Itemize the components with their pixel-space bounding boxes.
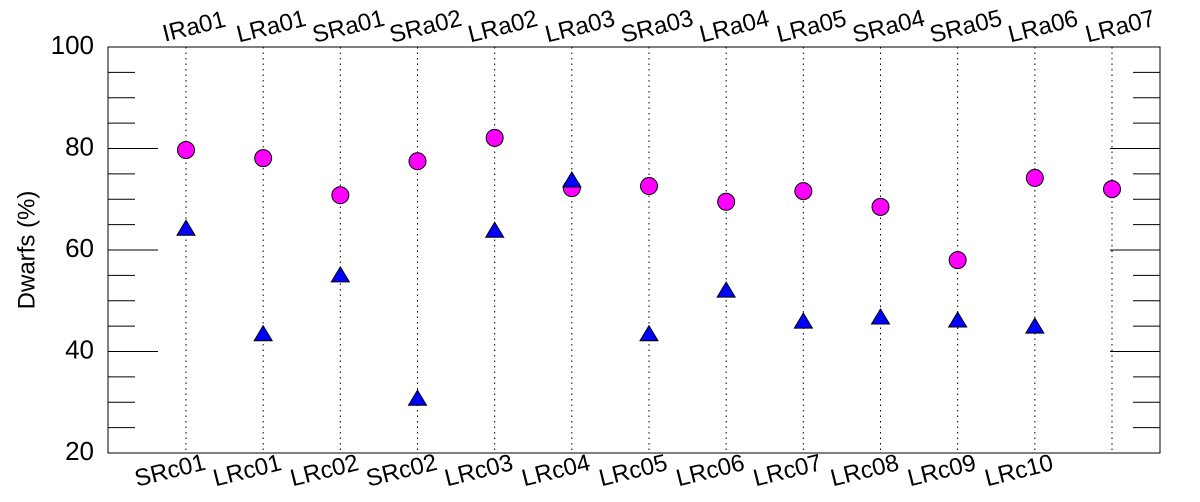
x-tick-label: LRc06 bbox=[673, 449, 747, 492]
x-tick-label: LRc05 bbox=[596, 449, 670, 492]
point bbox=[717, 192, 736, 211]
point bbox=[177, 141, 195, 160]
point bbox=[948, 251, 967, 270]
x-tick-label: LRc08 bbox=[828, 449, 902, 492]
point bbox=[793, 312, 814, 329]
point bbox=[871, 197, 890, 216]
point bbox=[870, 308, 891, 325]
x-tick-label: LRc09 bbox=[905, 449, 979, 492]
x-tick-label: LRc03 bbox=[442, 449, 516, 492]
x-tick-label: LRc07 bbox=[751, 449, 825, 492]
top-tick-label: IRa01 bbox=[160, 6, 229, 48]
point bbox=[794, 182, 813, 201]
y-tick-label: 80 bbox=[65, 131, 94, 161]
y-tick-label: 60 bbox=[65, 233, 94, 263]
point bbox=[253, 324, 274, 342]
point bbox=[254, 149, 273, 168]
top-tick-label: LRa05 bbox=[774, 5, 849, 48]
y-tick-label: 100 bbox=[51, 30, 94, 60]
top-tick-label: SRa05 bbox=[927, 5, 1005, 49]
point bbox=[176, 219, 196, 236]
top-tick-label: LRa04 bbox=[697, 5, 772, 48]
x-tick-label: LRc04 bbox=[519, 449, 593, 492]
top-tick-label: LRa07 bbox=[1083, 5, 1158, 48]
point bbox=[640, 177, 658, 196]
point bbox=[639, 324, 659, 342]
point bbox=[1024, 317, 1045, 334]
top-tick-label: LRa03 bbox=[542, 5, 617, 48]
top-tick-label: SRa03 bbox=[618, 5, 696, 49]
point bbox=[947, 311, 968, 328]
top-tick-label: LRa06 bbox=[1005, 5, 1080, 48]
point bbox=[485, 128, 504, 147]
point bbox=[484, 221, 505, 238]
y-tick-label: 40 bbox=[65, 334, 94, 364]
point bbox=[1025, 168, 1044, 187]
x-tick-label: SRc02 bbox=[363, 449, 439, 493]
point bbox=[407, 389, 428, 406]
top-tick-label: LRa02 bbox=[465, 5, 540, 48]
top-tick-label: LRa01 bbox=[234, 5, 309, 48]
point bbox=[408, 152, 427, 171]
top-tick-label: SRa04 bbox=[850, 5, 928, 49]
x-tick-label: LRc10 bbox=[982, 449, 1056, 492]
point bbox=[330, 265, 351, 283]
top-tick-label: SRa02 bbox=[387, 5, 465, 49]
point bbox=[716, 281, 737, 298]
top-tick-label: SRa01 bbox=[310, 5, 388, 49]
x-tick-label: LRc02 bbox=[288, 449, 362, 492]
x-tick-label: LRc01 bbox=[210, 449, 284, 492]
y-axis-label: Dwarfs (%) bbox=[13, 191, 40, 310]
point bbox=[561, 171, 582, 188]
y-tick-label: 20 bbox=[65, 436, 94, 466]
point bbox=[1103, 180, 1121, 199]
plot-frame bbox=[107, 46, 1161, 454]
point bbox=[331, 186, 350, 205]
x-tick-label: SRc01 bbox=[132, 449, 208, 493]
